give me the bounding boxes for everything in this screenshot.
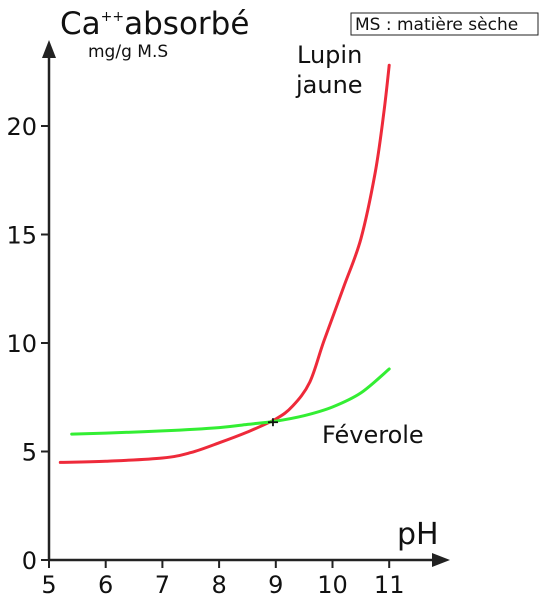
x-axis-arrow (432, 553, 450, 567)
x-axis-label: pH (397, 517, 439, 552)
y-tick-label: 0 (22, 547, 37, 575)
y-axis-arrow (42, 40, 56, 58)
x-tick-label: 11 (374, 571, 405, 599)
note-text: MS : matière sèche (355, 15, 518, 35)
x-tick-label: 10 (317, 571, 348, 599)
x-tick-label: 9 (268, 571, 283, 599)
x-tick-label: 8 (211, 571, 226, 599)
y-axis-unit: mg/g M.S (88, 42, 168, 62)
series-label-feverole: Féverole (322, 421, 424, 449)
y-tick-label: 10 (6, 330, 37, 358)
series-lines (58, 63, 391, 464)
labels: Ca++absorbé mg/g M.S pH MS : matière sèc… (60, 6, 539, 552)
y-axis-label: Ca++absorbé (60, 6, 249, 42)
y-tick-label: 20 (6, 113, 37, 141)
x-tick-label: 6 (98, 571, 113, 599)
x-tick-label: 7 (155, 571, 170, 599)
series-label-lupin: Lupin jaune (295, 41, 370, 99)
note-box (350, 12, 539, 36)
axes (42, 40, 450, 567)
x-tick-label: 5 (41, 571, 56, 599)
y-tick-label: 15 (6, 222, 37, 250)
series-line-lupin-jaune (58, 63, 391, 464)
series-line-feverole (70, 367, 391, 436)
y-tick-label: 5 (22, 439, 37, 467)
